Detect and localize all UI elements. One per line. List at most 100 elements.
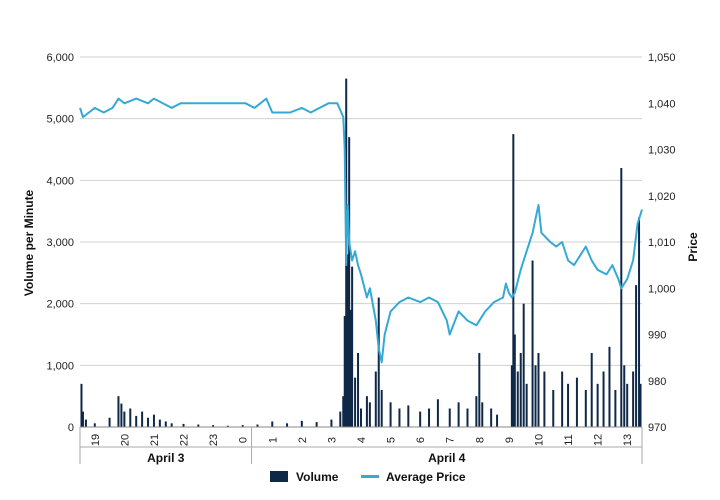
volume-bar <box>147 417 150 427</box>
volume-bar <box>84 419 87 427</box>
left-tick-label: 1,000 <box>46 360 74 372</box>
legend-swatch-volume <box>270 471 288 482</box>
volume-bar <box>457 402 460 427</box>
left-tick-label: 2,000 <box>46 299 74 311</box>
right-tick-label: 1,050 <box>648 52 676 64</box>
date-label: April 3 <box>147 451 185 465</box>
right-tick-label: 1,000 <box>648 283 676 295</box>
volume-bar <box>256 424 259 427</box>
right-tick-label: 990 <box>648 330 666 342</box>
volume-bar <box>537 353 540 427</box>
volume-bar <box>428 408 431 427</box>
volume-bar <box>496 414 499 427</box>
hour-tick-label: 23 <box>208 434 220 446</box>
left-tick-label: 0 <box>68 422 74 434</box>
volume-bar <box>286 423 289 427</box>
volume-bar <box>368 402 371 427</box>
right-tick-label: 1,030 <box>648 145 676 157</box>
volume-bar <box>436 399 439 427</box>
hour-tick-label: 4 <box>356 437 368 443</box>
volume-bar <box>481 402 484 427</box>
volume-bar <box>152 414 155 427</box>
volume-bar <box>339 411 342 427</box>
legend-label-price: Average Price <box>386 470 466 484</box>
volume-bar <box>141 411 144 427</box>
volume-bar <box>419 411 422 427</box>
left-tick-label: 5,000 <box>46 114 74 126</box>
volume-bar <box>158 419 161 427</box>
volume-bar <box>135 415 138 427</box>
legend-swatch-price <box>361 475 379 478</box>
volume-bar <box>608 346 611 427</box>
hour-tick-label: 2 <box>297 437 309 443</box>
right-axis-ticks: 970 980 990 1,000 1,010 1,020 1,030 1,040 1,050 <box>648 52 676 434</box>
left-axis-ticks: 0 1,000 2,000 3,000 4,000 5,000 6,000 <box>46 52 74 434</box>
volume-bar <box>365 396 368 427</box>
volume-bar <box>354 377 357 427</box>
volume-bar <box>590 353 593 427</box>
volume-bar <box>407 405 410 427</box>
hour-tick-label: 22 <box>179 434 191 446</box>
hour-tick-label: 12 <box>593 434 605 446</box>
volume-bar <box>584 390 587 427</box>
hour-tick-label: 10 <box>534 434 546 446</box>
volume-bar <box>466 408 469 427</box>
volume-bar <box>182 423 185 427</box>
right-tick-label: 1,040 <box>648 98 676 110</box>
volume-bars <box>80 78 642 428</box>
volume-bar <box>620 168 623 427</box>
hour-tick-label: 20 <box>119 434 131 446</box>
volume-bar <box>510 365 513 427</box>
price-line-group <box>79 97 643 364</box>
volume-bar <box>374 371 377 427</box>
volume-bar <box>448 408 451 427</box>
volume-bar <box>596 383 599 427</box>
volume-bar <box>512 134 515 428</box>
gridlines <box>80 56 642 428</box>
volume-bar <box>81 411 84 427</box>
volume-bar <box>357 353 360 427</box>
right-axis-title: Price <box>686 232 700 262</box>
volume-bar <box>534 365 537 427</box>
volume-bar <box>271 421 274 427</box>
left-tick-label: 3,000 <box>46 237 74 249</box>
volume-bar <box>108 417 111 427</box>
volume-bar <box>380 390 383 427</box>
date-label: April 4 <box>428 451 466 465</box>
volume-bar <box>330 419 333 427</box>
right-tick-label: 1,010 <box>648 237 676 249</box>
volume-bar <box>349 309 352 427</box>
left-tick-label: 4,000 <box>46 175 74 187</box>
volume-bar <box>567 383 570 427</box>
volume-bar <box>531 260 534 427</box>
hour-tick-label: 6 <box>415 437 427 443</box>
hour-tick-label: 1 <box>267 437 279 443</box>
legend-label-volume: Volume <box>296 470 339 484</box>
volume-bar <box>475 396 478 427</box>
volume-bar <box>120 403 123 427</box>
hour-tick-label: 5 <box>386 437 398 443</box>
volume-bar <box>519 353 522 427</box>
hour-tick-label: 19 <box>90 434 102 446</box>
volume-bar <box>80 383 83 427</box>
volume-bar <box>197 424 200 427</box>
volume-bar <box>123 411 126 427</box>
volume-bar <box>351 266 354 427</box>
volume-bar <box>117 396 120 427</box>
volume-bar <box>635 285 638 427</box>
left-tick-label: 6,000 <box>46 52 74 64</box>
volume-bar <box>170 423 173 427</box>
volume-bar <box>93 423 96 427</box>
volume-bar <box>490 408 493 427</box>
volume-bar <box>398 408 401 427</box>
volume-bar <box>212 425 215 427</box>
volume-bar <box>516 371 519 427</box>
volume-bar <box>632 371 635 427</box>
hour-tick-label: 9 <box>504 437 516 443</box>
hour-tick-label: 11 <box>563 434 575 445</box>
volume-bar <box>552 390 555 427</box>
right-tick-label: 970 <box>648 422 666 434</box>
left-axis-title: Volume per Minute <box>22 189 36 296</box>
